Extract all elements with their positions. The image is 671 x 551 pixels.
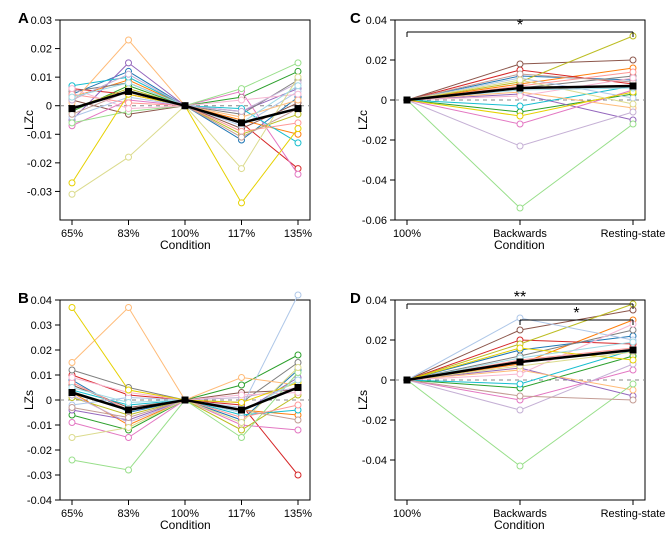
svg-text:-0.02: -0.02 xyxy=(362,135,387,147)
svg-text:-0.03: -0.03 xyxy=(27,470,52,482)
ylabel-c: LZc xyxy=(356,110,370,130)
svg-text:0.02: 0.02 xyxy=(366,335,387,347)
svg-text:-0.01: -0.01 xyxy=(27,129,52,141)
svg-text:0.01: 0.01 xyxy=(31,370,52,382)
ylabel-a: LZc xyxy=(22,110,36,130)
svg-text:-0.02: -0.02 xyxy=(27,158,52,170)
svg-text:*: * xyxy=(517,17,523,34)
chart-panel-a: -0.03-0.02-0.0100.010.020.0365%83%100%11… xyxy=(60,20,310,220)
svg-text:-0.04: -0.04 xyxy=(27,495,52,507)
svg-text:100%: 100% xyxy=(171,508,199,520)
svg-text:0.02: 0.02 xyxy=(366,55,387,67)
svg-text:-0.01: -0.01 xyxy=(27,420,52,432)
svg-text:100%: 100% xyxy=(393,228,421,240)
svg-text:117%: 117% xyxy=(228,508,256,520)
svg-text:117%: 117% xyxy=(228,228,256,240)
svg-text:Resting-state: Resting-state xyxy=(601,508,666,520)
svg-text:100%: 100% xyxy=(171,228,199,240)
svg-text:0: 0 xyxy=(46,101,52,113)
svg-text:0: 0 xyxy=(381,375,387,387)
svg-text:65%: 65% xyxy=(61,228,83,240)
ylabel-d: LZs xyxy=(356,390,370,410)
svg-text:Backwards: Backwards xyxy=(493,508,547,520)
svg-text:0: 0 xyxy=(46,395,52,407)
svg-text:135%: 135% xyxy=(284,228,312,240)
svg-text:-0.04: -0.04 xyxy=(362,175,387,187)
svg-text:**: ** xyxy=(514,289,526,306)
panel-letter-a: A xyxy=(18,10,29,27)
svg-text:0.04: 0.04 xyxy=(366,295,387,307)
xlabel-c: Condition xyxy=(494,238,545,252)
svg-text:-0.02: -0.02 xyxy=(362,415,387,427)
svg-text:Resting-state: Resting-state xyxy=(601,228,666,240)
svg-text:-0.02: -0.02 xyxy=(27,445,52,457)
svg-text:*: * xyxy=(573,305,579,322)
svg-text:0.03: 0.03 xyxy=(31,15,52,27)
ylabel-b: LZs xyxy=(22,390,36,410)
svg-text:0.03: 0.03 xyxy=(31,320,52,332)
svg-text:0.04: 0.04 xyxy=(31,295,52,307)
svg-text:-0.03: -0.03 xyxy=(27,186,52,198)
svg-text:0: 0 xyxy=(381,95,387,107)
svg-text:-0.04: -0.04 xyxy=(362,455,387,467)
chart-panel-c: -0.06-0.04-0.0200.020.04100%BackwardsRes… xyxy=(395,20,645,220)
svg-text:100%: 100% xyxy=(393,508,421,520)
svg-text:83%: 83% xyxy=(117,228,139,240)
xlabel-d: Condition xyxy=(494,518,545,532)
svg-text:0.01: 0.01 xyxy=(31,72,52,84)
svg-text:0.02: 0.02 xyxy=(31,44,52,56)
panel-letter-d: D xyxy=(350,290,361,307)
xlabel-b: Condition xyxy=(160,518,211,532)
panel-letter-c: C xyxy=(350,10,361,27)
svg-text:0.02: 0.02 xyxy=(31,345,52,357)
svg-text:135%: 135% xyxy=(284,508,312,520)
figure-container: A B C D LZc LZs LZc LZs Condition Condit… xyxy=(0,0,671,551)
chart-panel-b: -0.04-0.03-0.02-0.0100.010.020.030.0465%… xyxy=(60,300,310,500)
svg-text:65%: 65% xyxy=(61,508,83,520)
svg-text:-0.06: -0.06 xyxy=(362,215,387,227)
xlabel-a: Condition xyxy=(160,238,211,252)
chart-panel-d: -0.04-0.0200.020.04100%BackwardsResting-… xyxy=(395,300,645,500)
svg-text:83%: 83% xyxy=(117,508,139,520)
svg-text:0.04: 0.04 xyxy=(366,15,387,27)
svg-text:Backwards: Backwards xyxy=(493,228,547,240)
panel-letter-b: B xyxy=(18,290,29,307)
